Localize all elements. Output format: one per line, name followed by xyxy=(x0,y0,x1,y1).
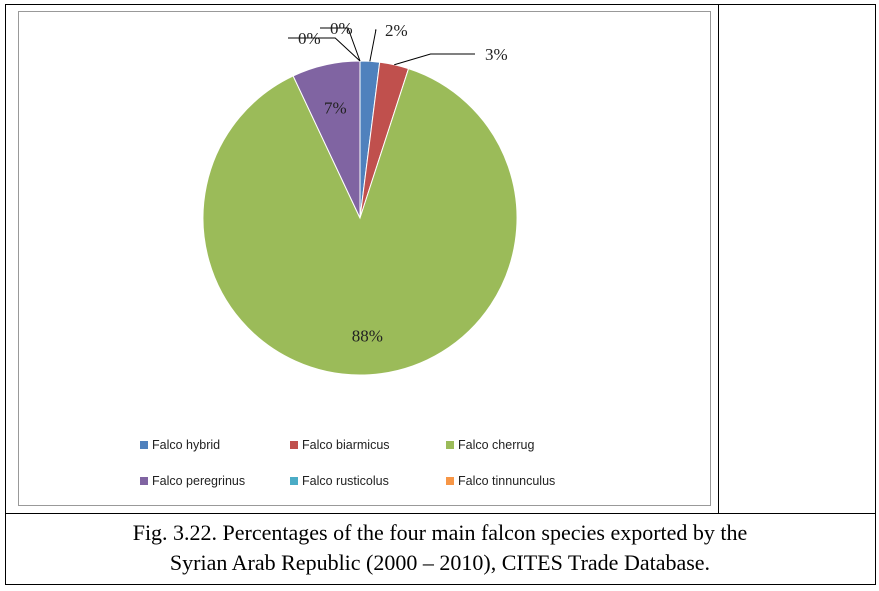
legend-swatch xyxy=(290,477,298,485)
data-label: 88% xyxy=(352,327,383,346)
chart-area xyxy=(18,11,711,506)
legend-swatch xyxy=(446,441,454,449)
leader-line xyxy=(288,37,361,62)
legend-label: Falco tinnunculus xyxy=(458,474,555,488)
leader-line xyxy=(394,53,475,66)
data-label: 2% xyxy=(385,21,408,40)
legend-swatch xyxy=(290,441,298,449)
legend-label: Falco peregrinus xyxy=(152,474,245,488)
legend-swatch xyxy=(140,441,148,449)
legend-swatch xyxy=(446,477,454,485)
data-label: 0% xyxy=(330,19,353,38)
data-label: 7% xyxy=(324,99,347,118)
legend-label: Falco biarmicus xyxy=(302,438,390,452)
pie-slice xyxy=(202,68,518,376)
caption-line: Fig. 3.22. Percentages of the four main … xyxy=(133,520,748,545)
data-label: 3% xyxy=(485,45,508,64)
table-border xyxy=(5,4,876,585)
leader-line xyxy=(369,29,377,62)
caption-line: Syrian Arab Republic (2000 – 2010), CITE… xyxy=(170,550,710,575)
legend-label: Falco cherrug xyxy=(458,438,534,452)
data-label: 0% xyxy=(298,29,321,48)
legend-label: Falco rusticolus xyxy=(302,474,389,488)
legend-swatch xyxy=(140,477,148,485)
legend-label: Falco hybrid xyxy=(152,438,220,452)
leader-line xyxy=(320,27,361,62)
